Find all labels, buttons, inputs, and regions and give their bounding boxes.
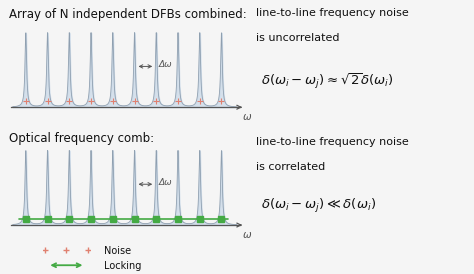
Text: is uncorrelated: is uncorrelated xyxy=(256,33,339,43)
Text: line-to-line frequency noise: line-to-line frequency noise xyxy=(256,137,409,147)
Text: Δω: Δω xyxy=(158,61,172,69)
Text: Locking: Locking xyxy=(104,261,142,271)
Text: is correlated: is correlated xyxy=(256,162,325,172)
Text: $\delta(\omega_i - \omega_j) \approx \sqrt{2}\delta(\omega_i)$: $\delta(\omega_i - \omega_j) \approx \sq… xyxy=(261,71,393,91)
Text: Optical frequency comb:: Optical frequency comb: xyxy=(9,132,155,144)
Text: ω: ω xyxy=(243,112,252,122)
Text: Δω: Δω xyxy=(158,178,172,187)
Text: $\delta(\omega_i - \omega_j) \ll \delta(\omega_i)$: $\delta(\omega_i - \omega_j) \ll \delta(… xyxy=(261,197,376,215)
Text: ω: ω xyxy=(243,230,252,240)
Text: Noise: Noise xyxy=(104,246,131,256)
Text: Array of N independent DFBs combined:: Array of N independent DFBs combined: xyxy=(9,8,247,21)
Text: line-to-line frequency noise: line-to-line frequency noise xyxy=(256,8,409,18)
